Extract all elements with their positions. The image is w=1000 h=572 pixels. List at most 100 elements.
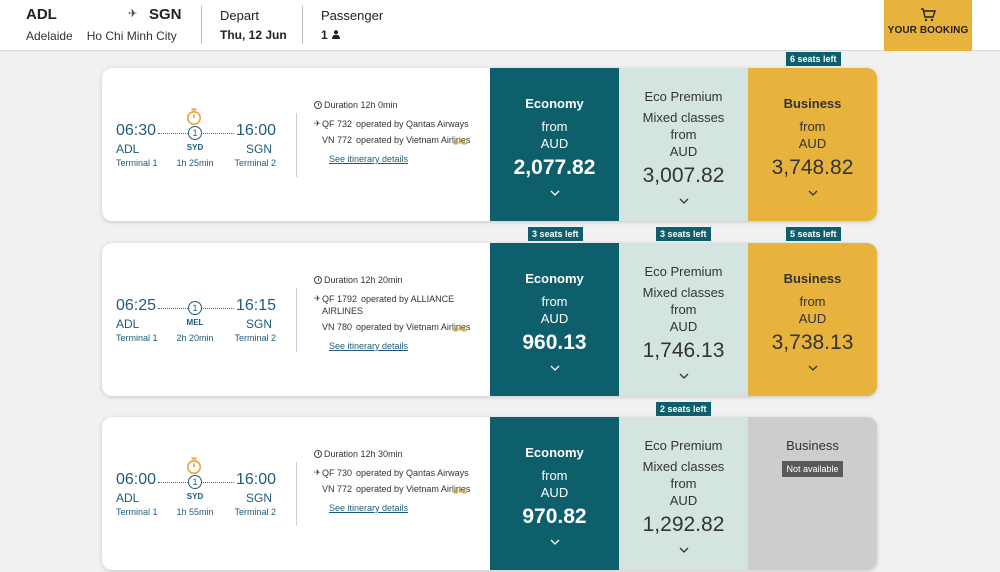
fare-price: 1,746.13 — [642, 339, 725, 362]
business-fare-button[interactable]: Business from AUD 3,748.82 — [748, 68, 877, 221]
segment-flight-number: VN 772 — [322, 135, 353, 145]
fare-price: 3,738.13 — [771, 331, 854, 354]
departure-time: 06:00 — [116, 471, 157, 488]
duration-row: Duration 12h 30min — [314, 449, 484, 463]
economy-fare-button[interactable]: Economy from AUD 960.13 — [490, 243, 619, 396]
fare-currency: AUD — [669, 144, 698, 159]
segment-2: VN 772 operated by Vietnam Airlines — [314, 483, 484, 495]
vietnam-airlines-lotus-icon — [452, 323, 468, 332]
not-available-badge: Not available — [782, 461, 843, 477]
segment-flight-number: QF 732 — [322, 119, 353, 129]
fare-price: 1,292.82 — [642, 513, 725, 536]
fare-class: Business — [783, 96, 842, 111]
segment-2: VN 780 operated by Vietnam Airlines — [314, 321, 484, 333]
fare-from: from — [670, 127, 697, 142]
clock-icon — [314, 101, 322, 109]
your-booking-button[interactable]: YOUR BOOKING — [884, 0, 972, 51]
fare-from: from — [799, 119, 826, 134]
eco-premium-fare-button[interactable]: Eco Premium Mixed classes from AUD 1,292… — [619, 417, 748, 570]
fare-from: from — [799, 294, 826, 309]
economy-fare-button[interactable]: Economy from AUD 970.82 — [490, 417, 619, 570]
itinerary-details-link[interactable]: See itinerary details — [329, 341, 409, 351]
segment-2: VN 772 operated by Vietnam Airlines — [314, 134, 484, 146]
economy-fare-button[interactable]: Economy from AUD 2,077.82 — [490, 68, 619, 221]
passenger-label: Passenger — [321, 8, 384, 23]
departure-terminal: Terminal 1 — [116, 158, 158, 168]
your-booking-label: YOUR BOOKING — [887, 25, 969, 36]
chevron-down-icon — [808, 190, 817, 196]
route-cities: Adelaide Ho Chi Minh City — [26, 29, 177, 43]
fare-currency: AUD — [798, 136, 827, 151]
fare-class: Eco Premium — [644, 438, 723, 453]
seats-left-badge: 6 seats left — [786, 52, 841, 66]
departure-airport: ADL — [116, 491, 140, 505]
fare-class: Business — [786, 438, 839, 453]
seats-left-badge: 5 seats left — [786, 227, 841, 241]
route-codes: ADL ✈ SGN — [26, 6, 182, 23]
fare-class: Business — [783, 271, 842, 286]
arrival-terminal: Terminal 2 — [234, 507, 276, 517]
fare-from: from — [670, 302, 697, 317]
segment-flight-number: VN 772 — [322, 484, 353, 494]
stopover-airport: MEL — [186, 318, 204, 327]
fare-currency: AUD — [798, 311, 827, 326]
plane-icon: ✈ — [314, 294, 321, 303]
fare-from: from — [541, 468, 568, 483]
fare-price: 3,007.82 — [642, 164, 725, 187]
total-duration: Duration 12h 0min — [324, 100, 398, 110]
chevron-down-icon — [550, 539, 559, 545]
itinerary-details-link[interactable]: See itinerary details — [329, 503, 409, 513]
arrival-time: 16:15 — [235, 297, 276, 314]
vietnam-airlines-lotus-icon — [452, 485, 468, 494]
fare-class: Economy — [525, 96, 584, 111]
timer-icon — [187, 457, 201, 474]
arrival-terminal: Terminal 2 — [234, 158, 276, 168]
search-summary-header: ADL ✈ SGN Adelaide Ho Chi Minh City Depar… — [0, 0, 1000, 51]
depart-date[interactable]: Thu, 12 Jun — [220, 28, 287, 42]
passenger-count: 1 — [321, 28, 328, 42]
passenger-count-wrap[interactable]: 1 — [321, 28, 340, 42]
chevron-down-icon — [550, 365, 559, 371]
departure-terminal: Terminal 1 — [116, 333, 158, 343]
segment-operator: operated by Qantas Airways — [356, 468, 469, 478]
fare-currency: AUD — [669, 319, 698, 334]
seats-left-badge: 3 seats left — [528, 227, 583, 241]
flight-details: Duration 12h 30min ✈ QF 730 operated by Q… — [314, 449, 484, 513]
fare-currency: AUD — [540, 485, 569, 500]
fare-price: 2,077.82 — [513, 156, 596, 179]
fare-mixed-classes: Mixed classes — [642, 110, 725, 125]
fare-price: 970.82 — [522, 505, 587, 528]
stop-count: 1 — [188, 301, 202, 315]
fare-currency: AUD — [540, 311, 569, 326]
fare-currency: AUD — [669, 493, 698, 508]
fare-class: Economy — [525, 271, 584, 286]
header-divider — [201, 6, 202, 44]
fare-from: from — [541, 119, 568, 134]
chevron-down-icon — [679, 198, 688, 204]
seats-left-badge: 2 seats left — [656, 402, 711, 416]
departure-airport: ADL — [116, 317, 140, 331]
eco-premium-fare-button[interactable]: Eco Premium Mixed classes from AUD 3,007… — [619, 68, 748, 221]
segment-1: ✈ QF 730 operated by Qantas Airways — [314, 467, 484, 479]
plane-icon: ✈ — [314, 468, 321, 477]
itinerary-details-link[interactable]: See itinerary details — [329, 154, 409, 164]
segment-1: ✈ QF 1792 operated by ALLIANCE AIRLINES — [314, 293, 484, 317]
card-divider — [296, 288, 297, 352]
departure-terminal: Terminal 1 — [116, 507, 158, 517]
fare-class: Economy — [525, 445, 584, 460]
arrival-terminal: Terminal 2 — [234, 333, 276, 343]
chevron-down-icon — [679, 547, 688, 553]
destination-city: Ho Chi Minh City — [86, 29, 177, 43]
origin-code: ADL — [26, 6, 57, 23]
eco-premium-fare-button[interactable]: Eco Premium Mixed classes from AUD 1,746… — [619, 243, 748, 396]
depart-label: Depart — [220, 8, 260, 23]
business-fare-button[interactable]: Business from AUD 3,738.13 — [748, 243, 877, 396]
clock-icon — [314, 450, 322, 458]
segment-flight-number: VN 780 — [322, 322, 353, 332]
clock-icon — [314, 276, 322, 284]
flight-card: 06:30 16:00 1 ADL SGN SYD Terminal 1 1h … — [102, 68, 877, 221]
segment-operator: operated by Vietnam Airlines — [356, 322, 471, 332]
vietnam-airlines-lotus-icon — [452, 136, 468, 145]
arrival-airport: SGN — [245, 317, 272, 331]
arrival-time: 16:00 — [235, 122, 276, 139]
